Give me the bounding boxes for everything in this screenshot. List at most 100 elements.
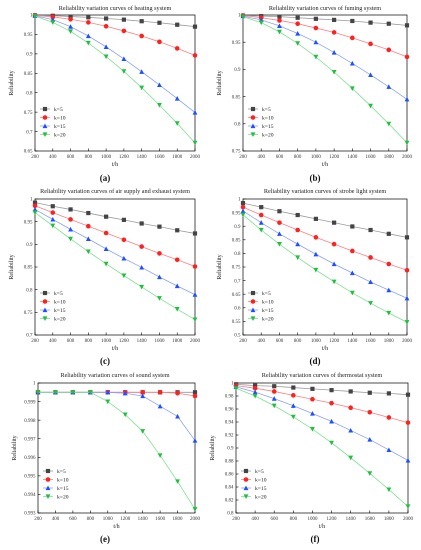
legend-marker xyxy=(250,290,256,296)
data-point xyxy=(252,389,258,395)
x-tick-label: 600 xyxy=(276,155,284,160)
data-point xyxy=(86,223,91,229)
data-point xyxy=(404,140,410,146)
x-tick-label: 1800 xyxy=(172,155,183,160)
legend-marker xyxy=(42,316,48,321)
data-point xyxy=(295,15,300,20)
legend-entry: k=20 xyxy=(57,495,69,501)
x-tick-label: 1800 xyxy=(384,339,395,344)
data-point xyxy=(367,437,373,442)
data-point xyxy=(405,457,411,463)
legend-marker xyxy=(42,299,48,304)
x-tick-label: 1400 xyxy=(138,517,149,522)
data-point xyxy=(86,210,91,216)
y-tick-label: 0.95 xyxy=(24,220,33,225)
data-point xyxy=(104,16,109,21)
data-point xyxy=(295,21,300,27)
data-point xyxy=(386,231,391,236)
data-point xyxy=(404,54,410,60)
data-point xyxy=(70,390,76,395)
data-point xyxy=(404,267,410,273)
data-point xyxy=(259,205,264,210)
data-point xyxy=(310,427,315,432)
data-point xyxy=(310,411,315,416)
data-point xyxy=(157,20,162,25)
data-point xyxy=(277,14,282,19)
legend-marker xyxy=(45,468,51,474)
x-tick-label: 400 xyxy=(52,517,60,522)
data-point xyxy=(175,228,180,233)
y-tick-label: 0.995 xyxy=(24,475,36,480)
data-point xyxy=(174,307,180,312)
data-point xyxy=(272,384,277,389)
legend-marker xyxy=(250,115,256,120)
legend-entry: k=15 xyxy=(57,486,69,492)
data-point xyxy=(277,231,282,236)
data-point xyxy=(310,396,315,402)
data-point xyxy=(291,385,296,390)
panel-letter: (c) xyxy=(100,356,110,366)
panel-letter: (d) xyxy=(310,356,321,366)
data-point xyxy=(348,455,354,461)
x-tick-label: 200 xyxy=(239,155,247,160)
x-tick-label: 600 xyxy=(67,339,75,344)
legend-marker xyxy=(250,106,256,112)
data-point xyxy=(157,274,162,280)
data-point xyxy=(271,403,277,409)
data-point xyxy=(313,16,318,21)
legend-entry: k=20 xyxy=(255,495,267,501)
data-point xyxy=(32,210,38,216)
data-point xyxy=(68,236,73,242)
data-point xyxy=(295,212,300,218)
data-point xyxy=(175,390,180,396)
data-point xyxy=(68,14,73,19)
data-point xyxy=(329,388,334,393)
y-tick-label: 0.8 xyxy=(26,288,33,293)
legend-entry: k=10 xyxy=(54,300,66,306)
y-tick-label: 0.55 xyxy=(232,320,241,325)
y-axis-label: Reliability xyxy=(210,435,216,460)
data-point xyxy=(368,279,373,285)
x-tick-label: 800 xyxy=(290,517,298,522)
data-point xyxy=(32,14,38,19)
legend-entry: k=15 xyxy=(255,486,267,492)
data-point xyxy=(174,257,180,263)
data-point xyxy=(368,72,373,77)
data-point xyxy=(386,47,392,53)
x-tick-label: 400 xyxy=(49,155,57,160)
data-point xyxy=(271,396,277,401)
data-point xyxy=(240,208,246,214)
x-axis-label: t/h xyxy=(322,162,328,168)
series-line-k=15 xyxy=(34,15,196,113)
data-point xyxy=(331,241,337,247)
legend-entry: k=5 xyxy=(57,469,66,475)
data-point xyxy=(192,393,198,399)
y-tick-label: 0.65 xyxy=(232,293,241,298)
x-tick-label: 1000 xyxy=(103,517,114,522)
legend-entry: k=20 xyxy=(262,317,274,323)
data-point xyxy=(313,216,318,221)
data-point xyxy=(350,224,355,229)
panel-letter: (f) xyxy=(311,534,320,544)
data-point xyxy=(258,212,264,218)
series-line-k=10 xyxy=(242,206,408,271)
data-point xyxy=(139,33,144,39)
y-tick-label: 0.86 xyxy=(225,473,234,478)
data-point xyxy=(350,248,355,254)
x-tick-label: 800 xyxy=(87,517,95,522)
data-point xyxy=(139,221,144,226)
data-point xyxy=(405,504,411,509)
x-tick-label: 1600 xyxy=(154,339,165,344)
legend-entry: k=10 xyxy=(54,116,66,122)
data-point xyxy=(349,86,355,91)
data-point xyxy=(291,393,296,398)
y-tick-label: 0.5 xyxy=(234,334,241,339)
x-tick-label: 1800 xyxy=(172,339,183,344)
legend-marker xyxy=(42,307,48,313)
x-tick-label: 400 xyxy=(257,339,265,344)
data-point xyxy=(174,96,180,101)
data-point xyxy=(253,383,258,388)
legend-entry: k=15 xyxy=(262,124,274,130)
y-tick-label: 0.7 xyxy=(26,130,33,135)
y-tick-label: 0.996 xyxy=(24,456,36,461)
